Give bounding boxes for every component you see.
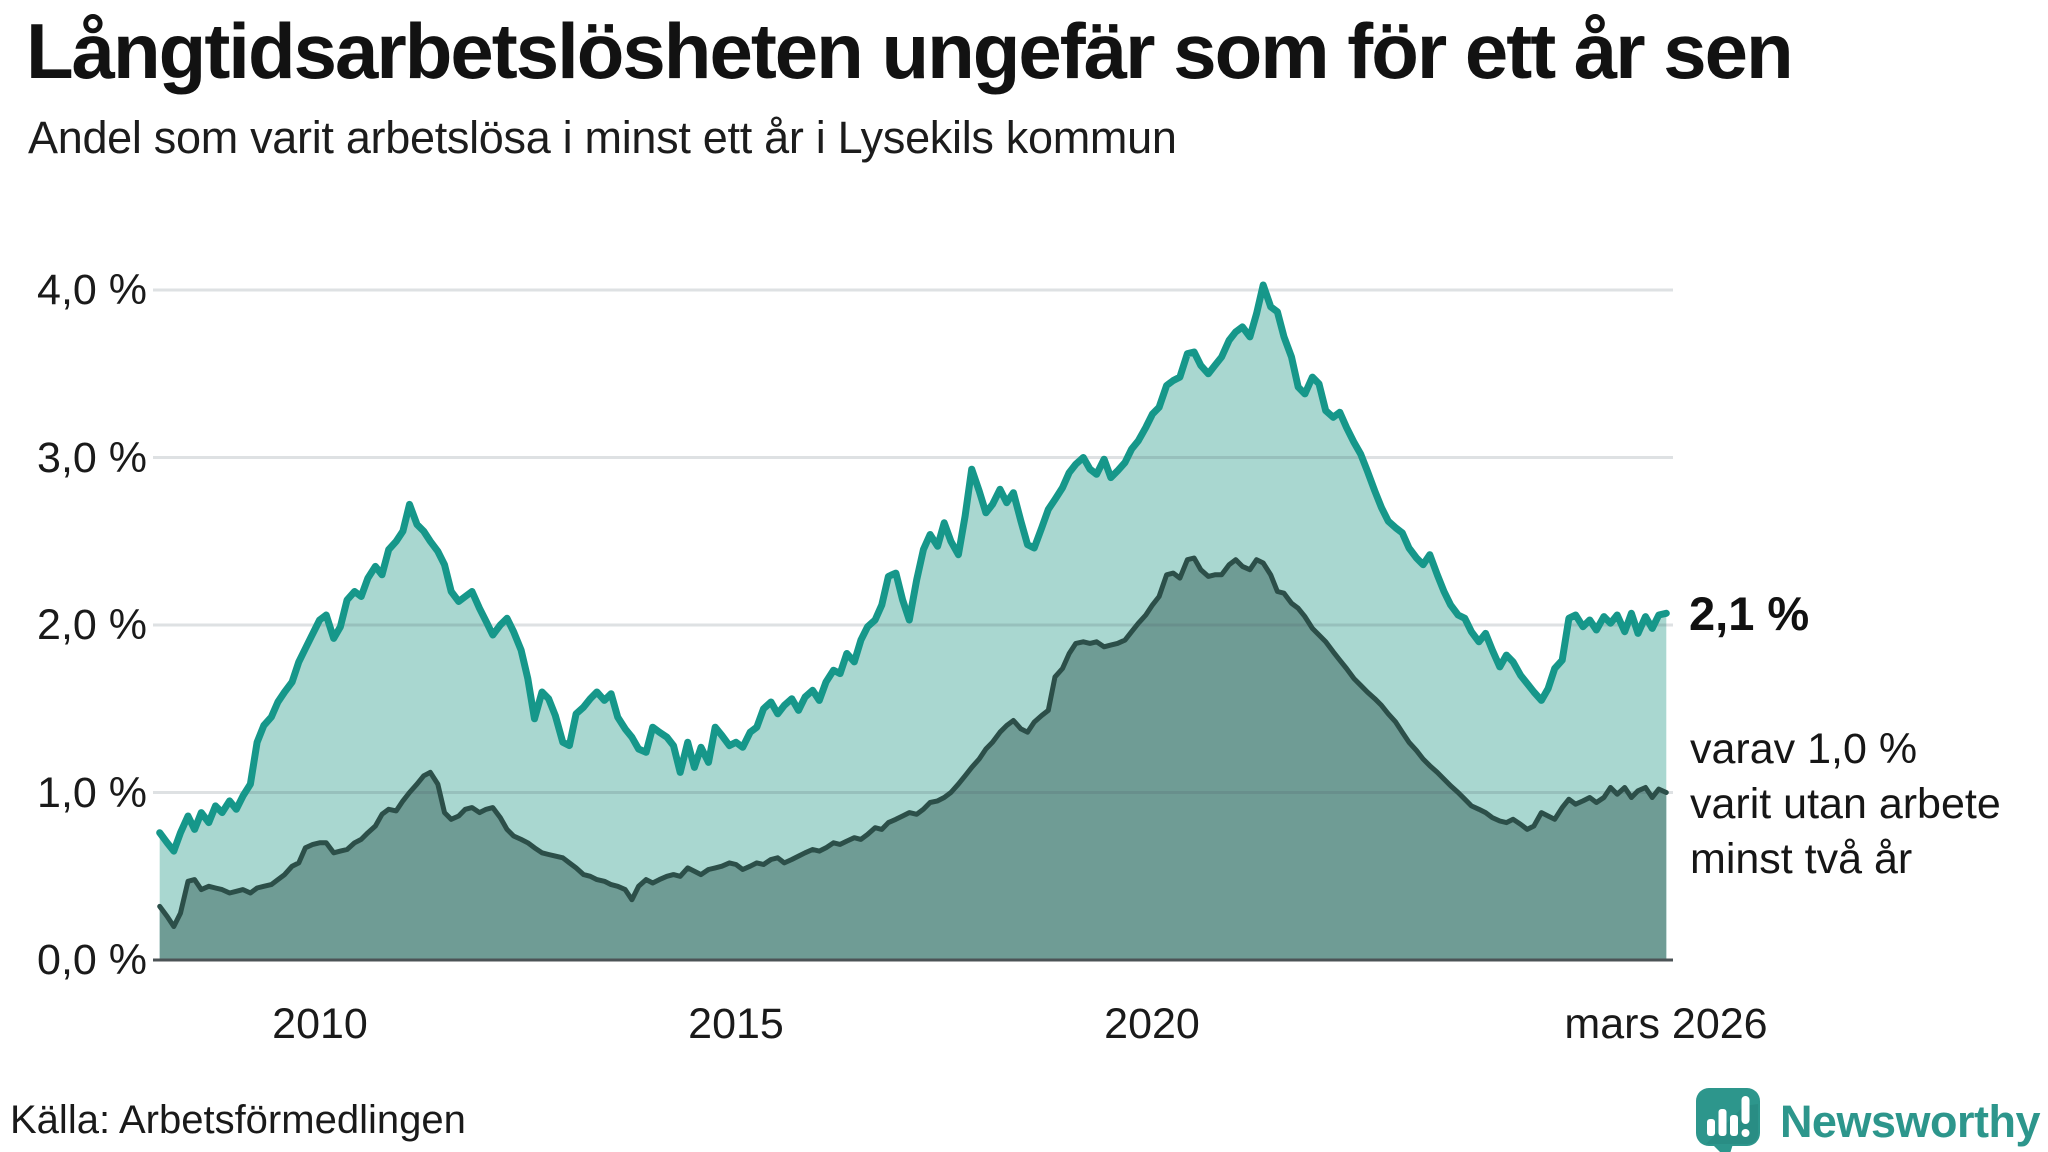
page-subtitle: Andel som varit arbetslösa i minst ett å… [28,112,1177,163]
x-tick-label: 2020 [1104,1000,1200,1048]
y-tick-label: 2,0 % [37,601,147,649]
newsworthy-bubble-icon [1695,1088,1760,1152]
end-value-label: 2,1 % [1689,587,1810,640]
page-title: Långtidsarbetslösheten ungefär som för e… [26,7,1794,95]
y-tick-label: 1,0 % [37,768,147,817]
x-tick-label: 2015 [688,1000,784,1048]
annotation-line-2: varit utan arbete [1690,780,2001,828]
line-minst-ett-ar [156,281,1670,855]
line-minst-tva-ar [157,555,1669,929]
brand-logo: Newsworthy [1692,1082,2041,1152]
y-tick-label: 0,0 % [37,936,147,984]
annotation-line-1: varav 1,0 % [1690,725,1918,773]
x-tick-label: mars 2026 [1564,1000,1768,1048]
area-minst-tva-ar [159,558,1667,960]
y-tick-label: 4,0 % [37,266,147,314]
annotation-line-3: minst två år [1690,835,1913,883]
y-tick-label: 3,0 % [37,433,147,482]
series-annotation: varav 1,0 % varit utan arbete minst två … [1690,722,2001,887]
x-tick-label: 2010 [272,1000,368,1048]
brand-name: Newsworthy [1779,1096,2041,1147]
source-text: Källa: Arbetsförmedlingen [10,1098,466,1142]
